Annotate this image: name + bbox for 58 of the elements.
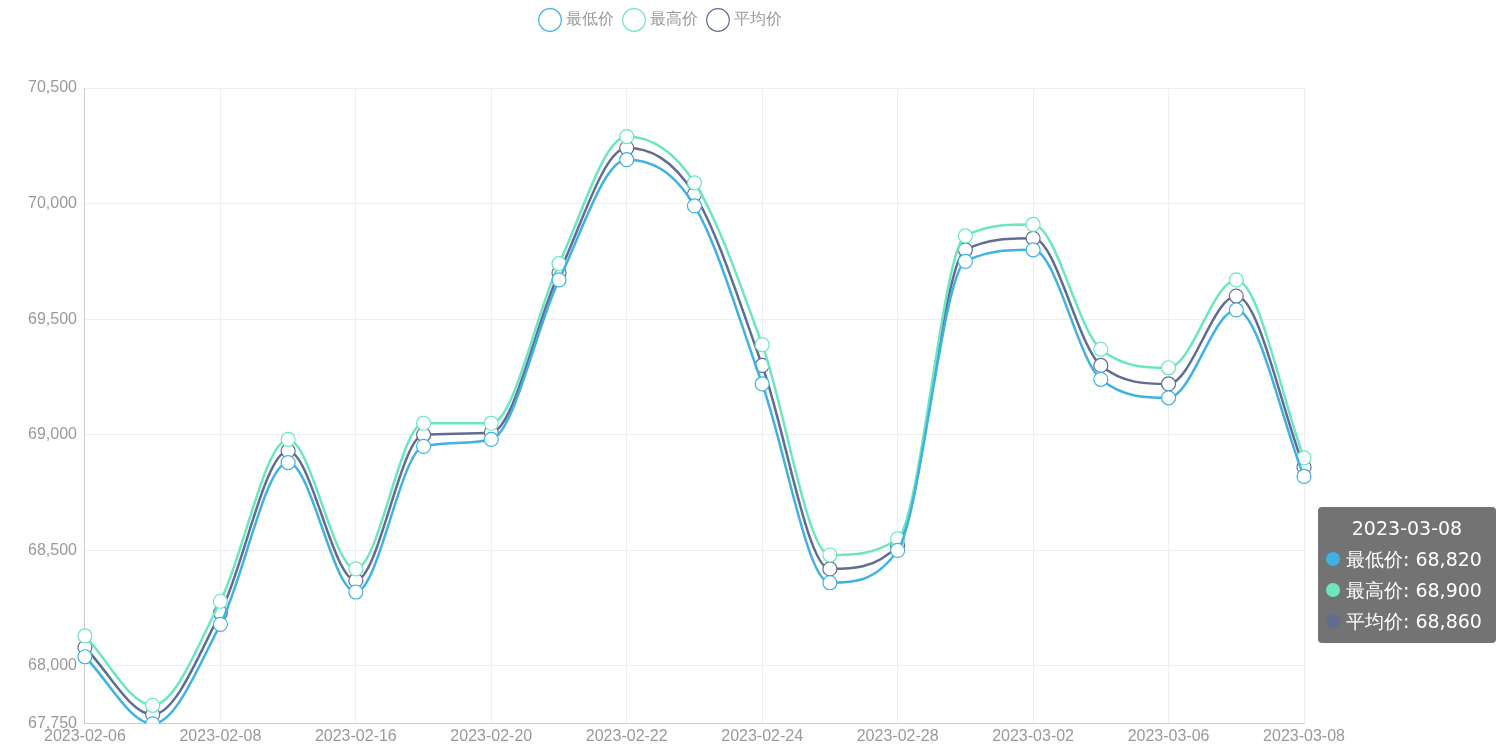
point bbox=[1160, 390, 1177, 406]
point bbox=[686, 198, 703, 214]
point bbox=[822, 561, 838, 577]
y-tick-label: 68,000 bbox=[28, 656, 78, 674]
y-tick-label: 70,000 bbox=[28, 194, 78, 212]
point bbox=[957, 228, 973, 244]
point bbox=[890, 542, 906, 558]
x-tick-label: 2023-02-24 bbox=[721, 726, 804, 744]
x-tick-label: 2023-03-06 bbox=[1127, 726, 1210, 744]
point bbox=[619, 128, 635, 145]
y-tick-label: 70,500 bbox=[28, 78, 78, 96]
point bbox=[145, 697, 161, 713]
point bbox=[77, 649, 93, 665]
point bbox=[1160, 360, 1177, 376]
x-tick-label: 2023-02-22 bbox=[585, 726, 668, 744]
tooltip-box: 2023-03-08 最低价: 68,820 最高价: 68,900 平均价: 68,860 bbox=[1318, 506, 1496, 643]
x-tick-label: 2023-03-02 bbox=[992, 726, 1075, 744]
point bbox=[483, 431, 499, 448]
y-tick-label: 69,000 bbox=[28, 425, 78, 443]
point bbox=[212, 593, 228, 609]
point bbox=[1093, 341, 1109, 357]
x-tick-label: 2023-02-16 bbox=[314, 726, 397, 744]
point bbox=[348, 584, 364, 600]
point bbox=[1093, 357, 1109, 374]
point bbox=[1228, 288, 1244, 304]
point bbox=[280, 454, 296, 471]
legend-label: 最高价 bbox=[650, 10, 698, 28]
point bbox=[754, 376, 770, 392]
legend-label: 平均价 bbox=[734, 10, 782, 28]
x-tick-label: 2023-03-08 bbox=[1263, 726, 1346, 744]
point bbox=[415, 415, 432, 431]
point bbox=[1025, 242, 1041, 258]
point bbox=[754, 337, 770, 353]
legend-label: 最低价 bbox=[566, 10, 614, 28]
point bbox=[619, 152, 635, 168]
point bbox=[1025, 216, 1041, 233]
point bbox=[551, 272, 567, 288]
point bbox=[1228, 302, 1244, 318]
point bbox=[686, 175, 703, 191]
x-tick-label: 2023-02-08 bbox=[179, 726, 262, 744]
point bbox=[1296, 468, 1312, 485]
point bbox=[1228, 272, 1244, 288]
point bbox=[483, 415, 499, 431]
point bbox=[822, 575, 838, 591]
point bbox=[1160, 376, 1177, 392]
point bbox=[957, 253, 973, 269]
point bbox=[1093, 371, 1109, 387]
point bbox=[280, 431, 296, 448]
point bbox=[348, 561, 364, 577]
point bbox=[77, 628, 93, 644]
point bbox=[415, 438, 432, 454]
point bbox=[822, 547, 838, 563]
x-tick-label: 2023-02-20 bbox=[450, 726, 533, 744]
y-tick-label: 68,500 bbox=[28, 540, 78, 558]
point bbox=[551, 256, 567, 272]
point bbox=[212, 616, 228, 632]
x-tick-label: 2023-02-28 bbox=[856, 726, 939, 744]
y-tick-label: 69,500 bbox=[28, 309, 78, 327]
